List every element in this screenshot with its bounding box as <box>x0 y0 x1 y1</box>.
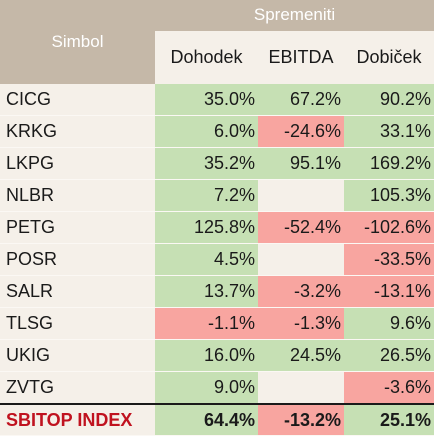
cell-dobicek: 9.6% <box>344 307 434 340</box>
cell-dohodek: 64.4% <box>155 403 258 436</box>
row-symbol: SALR <box>0 275 155 308</box>
row-symbol: PETG <box>0 211 155 244</box>
cell-ebitda <box>258 179 344 212</box>
row-symbol: UKIG <box>0 339 155 372</box>
header-ebitda: EBITDA <box>258 30 344 84</box>
cell-dohodek: 13.7% <box>155 275 258 308</box>
table-row: UKIG 16.0% 24.5% 26.5% <box>0 339 434 372</box>
cell-ebitda <box>258 243 344 276</box>
cell-ebitda: -3.2% <box>258 275 344 308</box>
table-row: TLSG -1.1% -1.3% 9.6% <box>0 307 434 340</box>
row-symbol: LKPG <box>0 147 155 180</box>
cell-dohodek: 6.0% <box>155 115 258 148</box>
header-group-spremeniti: Spremeniti <box>155 0 434 31</box>
cell-dohodek: 16.0% <box>155 339 258 372</box>
cell-dohodek: -1.1% <box>155 307 258 340</box>
cell-dobicek: 105.3% <box>344 179 434 212</box>
cell-ebitda: 24.5% <box>258 339 344 372</box>
cell-dobicek: 33.1% <box>344 115 434 148</box>
total-symbol: SBITOP INDEX <box>0 403 155 436</box>
cell-dobicek: 26.5% <box>344 339 434 372</box>
cell-dohodek: 7.2% <box>155 179 258 212</box>
cell-dohodek: 35.2% <box>155 147 258 180</box>
table-row: SALR 13.7% -3.2% -13.1% <box>0 275 434 308</box>
row-symbol: NLBR <box>0 179 155 212</box>
row-symbol: CICG <box>0 84 155 116</box>
cell-dohodek: 35.0% <box>155 84 258 116</box>
row-symbol: ZVTG <box>0 371 155 405</box>
row-symbol: POSR <box>0 243 155 276</box>
cell-dobicek: 169.2% <box>344 147 434 180</box>
cell-dobicek: -33.5% <box>344 243 434 276</box>
row-symbol: KRKG <box>0 115 155 148</box>
header-dohodek: Dohodek <box>155 30 258 84</box>
cell-dobicek: 90.2% <box>344 84 434 116</box>
cell-ebitda: -1.3% <box>258 307 344 340</box>
header-dobicek: Dobiček <box>344 30 434 84</box>
cell-ebitda: -13.2% <box>258 403 344 436</box>
cell-ebitda: -24.6% <box>258 115 344 148</box>
total-row: SBITOP INDEX 64.4% -13.2% 25.1% <box>0 403 434 436</box>
cell-dohodek: 125.8% <box>155 211 258 244</box>
table-row: LKPG 35.2% 95.1% 169.2% <box>0 147 434 180</box>
cell-dobicek: -13.1% <box>344 275 434 308</box>
table-row: ZVTG 9.0% -3.6% <box>0 371 434 405</box>
row-symbol: TLSG <box>0 307 155 340</box>
table-row: NLBR 7.2% 105.3% <box>0 179 434 212</box>
cell-ebitda: 95.1% <box>258 147 344 180</box>
table-row: PETG 125.8% -52.4% -102.6% <box>0 211 434 244</box>
cell-ebitda <box>258 371 344 405</box>
cell-ebitda: -52.4% <box>258 211 344 244</box>
cell-dobicek: -102.6% <box>344 211 434 244</box>
header-symbol: Simbol <box>0 0 155 84</box>
cell-ebitda: 67.2% <box>258 84 344 116</box>
table-row: CICG 35.0% 67.2% 90.2% <box>0 84 434 116</box>
cell-dobicek: 25.1% <box>344 403 434 436</box>
table-row: KRKG 6.0% -24.6% 33.1% <box>0 115 434 148</box>
cell-dohodek: 4.5% <box>155 243 258 276</box>
table-row: POSR 4.5% -33.5% <box>0 243 434 276</box>
cell-dohodek: 9.0% <box>155 371 258 405</box>
cell-dobicek: -3.6% <box>344 371 434 405</box>
